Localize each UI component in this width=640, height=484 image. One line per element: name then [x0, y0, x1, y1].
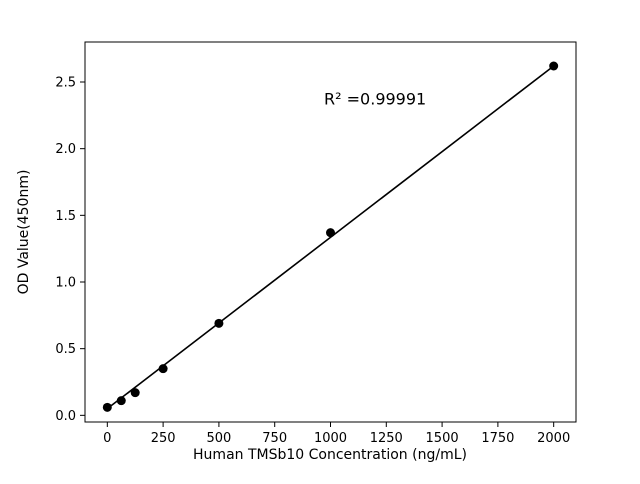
data-point	[102, 402, 112, 412]
x-tick-label: 1500	[426, 431, 459, 446]
fit-line	[106, 65, 555, 410]
x-tick-label: 750	[262, 431, 287, 446]
data-point	[214, 318, 224, 328]
data-point	[130, 388, 140, 398]
x-tick-label: 1000	[314, 431, 347, 446]
data-point	[326, 228, 335, 238]
y-tick-label: 2.0	[55, 142, 76, 157]
x-tick-label: 1250	[370, 431, 403, 446]
y-tick-label: 2.5	[55, 76, 76, 91]
data-point	[549, 61, 559, 71]
data-point	[158, 364, 168, 374]
y-axis-label: OD Value(450nm)	[16, 170, 32, 295]
data-point	[116, 396, 126, 406]
x-axis-label: Human TMSb10 Concentration (ng/mL)	[193, 447, 467, 463]
x-tick-label: 250	[151, 431, 176, 446]
plot-content: 0 250 500 750 1000 1250 1500 1750 2000 0.0 0.5 1.0 1…	[55, 61, 570, 446]
y-tick-label: 0.5	[55, 342, 76, 357]
y-tick-label: 0.0	[55, 409, 76, 424]
x-tick-label: 1750	[481, 431, 514, 446]
r-squared-annotation: R² =0.99991	[324, 90, 426, 109]
x-tick-label: 0	[103, 431, 111, 446]
y-tick-label: 1.0	[55, 276, 76, 291]
x-tick-label: 2000	[537, 431, 570, 446]
x-tick-label: 500	[206, 431, 231, 446]
y-tick-label: 1.5	[55, 209, 76, 224]
